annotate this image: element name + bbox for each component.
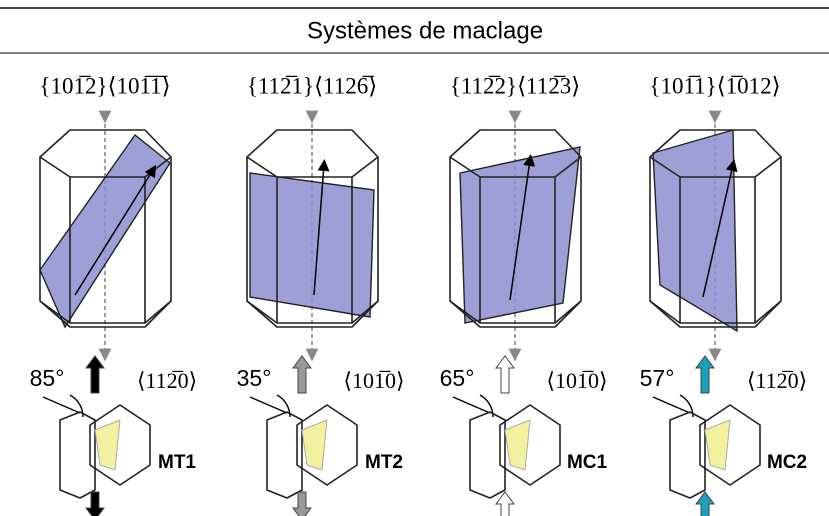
table-title: Systèmes de maclage (307, 17, 543, 44)
rotation-axis: ⟨112̅0⟩ (137, 368, 197, 393)
misorientation-angle: 35° (237, 365, 272, 391)
rotation-axis: ⟨112̅0⟩ (747, 368, 807, 393)
twin-system: {101̅2}⟨101̅1̅⟩ 85° ⟨112̅0⟩ MT1 (30, 73, 198, 516)
twin-mode-label: MC2 (767, 452, 807, 473)
twin-plane (250, 173, 374, 317)
twin-system: {112̅2}⟨112̅3⟩ 65° ⟨101̅0⟩ MC1 (440, 73, 608, 516)
load-arrow (696, 492, 714, 516)
twin-trace (705, 420, 730, 470)
misorientation-angle: 65° (440, 365, 475, 391)
rotation-axis: ⟨101̅0⟩ (343, 368, 404, 393)
twin-trace (302, 420, 327, 470)
load-arrow (293, 356, 311, 393)
rotation-axis: ⟨101̅0⟩ (546, 368, 607, 393)
load-arrow (496, 492, 514, 516)
twin-plane-direction: {112̅2}⟨112̅3⟩ (450, 73, 580, 98)
twinning-figure: Systèmes de maclage {101̅2}⟨101̅1̅⟩ 85° ⟨1… (0, 0, 829, 516)
twin-mode-label: MT1 (158, 452, 196, 473)
load-arrow (496, 356, 514, 393)
twin-plane-direction: {101̅1}⟨1̅012⟩ (649, 73, 780, 98)
twin-plane-direction: {112̅1}⟨1126̅⟩ (247, 73, 377, 98)
twin-plane-direction: {101̅2}⟨101̅1̅⟩ (39, 73, 170, 98)
load-arrow (293, 492, 311, 516)
twin-trace (505, 420, 530, 470)
twin-mode-label: MT2 (365, 452, 403, 473)
twin-mode-label: MC1 (567, 452, 608, 473)
twin-system: {101̅1}⟨1̅012⟩ 57° ⟨112̅0⟩ MC2 (640, 73, 808, 516)
twin-plane (40, 135, 170, 327)
twin-system: {112̅1}⟨1126̅⟩ 35° ⟨101̅0⟩ MT2 (237, 73, 405, 516)
twin-plane (653, 130, 737, 331)
misorientation-angle: 57° (640, 365, 675, 391)
misorientation-angle: 85° (30, 365, 65, 391)
load-arrow (86, 356, 104, 393)
load-arrow (696, 356, 714, 393)
twin-trace (95, 420, 120, 470)
load-arrow (86, 492, 104, 516)
